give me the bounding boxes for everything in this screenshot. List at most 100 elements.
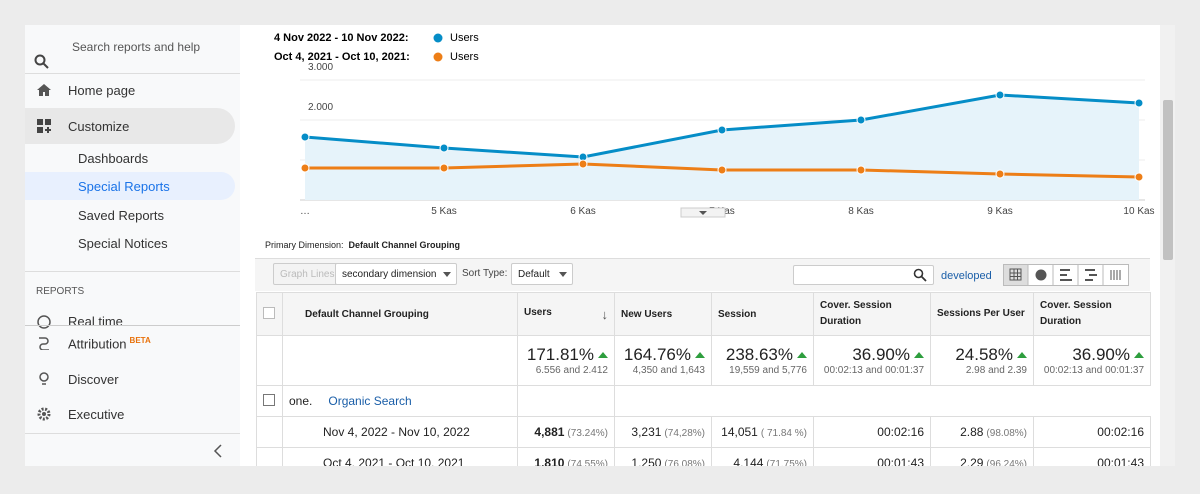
nav-item[interactable]: Attribution BETA [68,336,151,351]
total-cell: 238.63% 19,559 and 5,776 [711,335,814,386]
graph-lines-button[interactable]: Graph Lines [273,263,342,285]
nav-item[interactable]: Home page [68,83,136,98]
nav-subitem[interactable]: Dashboards [78,151,149,166]
group-row: one. Organic Search [256,385,1151,417]
total-value: 36.90% [820,345,924,365]
y-tick-label: 3.000 [308,62,333,73]
cell-value: 14,051 [721,425,758,439]
x-tick-label: 10 Kas [1123,206,1154,217]
column-header[interactable]: Cover. Session Duration [813,292,931,336]
total-value: 24.58% [937,345,1027,365]
total-value: 238.63% [718,345,807,365]
legend-range: 4 Nov 2022 - 10 Nov 2022: [274,32,409,44]
nav-label: Attribution [68,336,127,352]
column-header[interactable]: Default Channel Grouping [282,292,518,336]
column-header[interactable]: Session [711,292,814,336]
total-value: 164.76% [621,345,705,365]
column-header[interactable]: Cover. Session Duration [1033,292,1151,336]
search-input[interactable]: Search reports and help [72,40,201,54]
gear-icon [37,407,51,421]
point [995,169,1005,179]
beta-badge: BETA [129,336,151,345]
sort-dropdown[interactable]: Default [511,263,573,285]
collapse-button[interactable] [213,444,223,458]
nav-item[interactable]: Customize [68,119,130,134]
cell-value: 4,881 [534,425,565,439]
column-header[interactable]: Users ↓ [517,292,615,336]
label: Primary Dimension: [265,240,344,250]
total-value: 171.81% [524,345,608,365]
primary-dimension: Primary Dimension: Default Channel Group… [265,240,460,250]
chart: 4 Nov 2022 - 10 Nov 2022: Users Oct 4, 202… [274,32,1155,218]
row-select[interactable] [256,385,283,417]
cell-value: 00:01:43 [1097,456,1144,466]
label: secondary dimension [342,269,437,280]
x-tick-label: 8 Kas [848,206,874,217]
point [300,163,310,173]
data-row: Oct 4, 2021 - Oct 10, 2021 1,810 (74.55%) 1… [256,447,1151,466]
nav-subitem[interactable]: Special Reports [78,179,170,194]
sort-label: Sort Type: [462,268,508,279]
cell: 3,231 (74,28%) [614,416,712,448]
x-tick-label: 6 Kas [570,206,596,217]
total-detail: 00:02:13 and 00:01:37 [1043,365,1144,376]
value[interactable]: Default Channel Grouping [348,240,461,250]
cell: Nov 4, 2022 - Nov 10, 2022 [282,416,518,448]
cell-value: 1,810 [534,456,565,466]
cell: 00:01:43 [1033,447,1151,466]
point [439,143,449,153]
nav-item[interactable]: Discover [68,372,119,387]
secondary-dimension-dropdown[interactable]: secondary dimension [335,263,457,285]
point [578,159,588,169]
header-row: Default Channel Grouping Users ↓ New User… [256,292,1151,336]
advanced-link[interactable]: developed [941,270,992,282]
total-detail: 6.556 and 2.412 [535,365,608,376]
legend-label: Users [450,51,479,63]
total-detail: 2.98 and 2.39 [965,365,1027,376]
search-icon[interactable] [913,268,927,282]
cell-value: 00:02:16 [877,425,924,439]
cell: 1,250 (76.08%) [614,447,712,466]
total-cell: 171.81% 6.556 and 2.412 [517,335,615,386]
column-header[interactable]: Sessions Per User [930,292,1034,336]
handle-arrow [699,211,707,215]
table-search[interactable] [793,265,934,285]
legend-range: Oct 4, 2021 - Oct 10, 2021: [274,51,410,63]
column-header[interactable]: New Users [614,292,712,336]
customize-icon [37,119,51,133]
nav-subitem[interactable]: Special Notices [78,236,168,251]
label: Users [524,306,552,318]
x-tick-label: 5 Kas [431,206,457,217]
clock-icon [37,315,51,329]
cell-value: 2.29 [960,456,984,466]
cell-percent: (74,28%) [664,428,705,439]
totals-row: 171.81% 6.556 and 2.412 164.76% 4,350 and 1… [256,335,1151,386]
nav-item[interactable]: Executive [68,407,125,422]
nav-subitem[interactable]: Saved Reports [78,208,164,223]
cell [256,416,283,448]
area [305,95,1139,200]
point [856,165,866,175]
cell-value: Nov 4, 2022 - Nov 10, 2022 [323,425,470,439]
row-index: one. [289,394,313,408]
select-all[interactable] [256,292,283,336]
search-icon [34,54,49,69]
legend-label: Users [450,32,479,44]
section-label: REPORTS [36,286,85,297]
cell-value: 3,231 [631,425,662,439]
legend-swatch [433,52,443,62]
cell-percent: (76.08%) [664,459,705,466]
cell-percent: (74.55%) [567,459,608,466]
cell: 2.29 (96.24%) [930,447,1034,466]
divider [25,325,240,326]
point [1134,172,1144,182]
data-row: Nov 4, 2022 - Nov 10, 2022 4,881 (73.24%) 3… [256,416,1151,448]
cell-value: 00:01:43 [877,456,924,466]
view-switcher[interactable] [1003,264,1129,286]
nav-item[interactable]: Real time [68,314,123,325]
point [856,115,866,125]
scroll-thumb[interactable] [1163,100,1173,260]
total-detail: 00:02:13 and 00:01:37 [823,365,924,376]
row-link[interactable]: Organic Search [328,394,412,408]
total-cell: 164.76% 4,350 and 1,643 [614,335,712,386]
